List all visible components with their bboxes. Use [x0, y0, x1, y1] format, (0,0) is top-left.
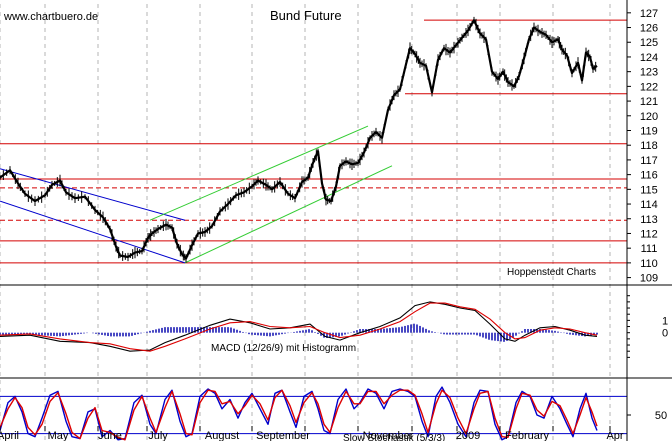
- y-tick-label: 117: [640, 155, 658, 167]
- x-tick-label: Apr: [606, 430, 623, 441]
- uptrend-channel-line: [149, 125, 369, 221]
- y-tick-label: 119: [640, 125, 658, 137]
- y-axis-ticks: 109 110 111 112 113 114 115 116 117 118 119 120 121 1…: [627, 8, 668, 422]
- macd-y-tick-label: 0: [662, 328, 668, 340]
- y-tick-label: 120: [640, 111, 658, 123]
- x-tick-label: June: [98, 430, 122, 441]
- source-label: www.chartbuero.de: [3, 11, 98, 23]
- stochastic-label: Slow Stochastik (5/3/3): [343, 433, 445, 441]
- x-tick-label: 2009: [456, 430, 480, 441]
- downtrend-channel-line: [0, 200, 186, 264]
- y-tick-label: 116: [640, 170, 658, 182]
- x-axis-ticks: April May June July August September November 2…: [0, 426, 624, 441]
- chart-title: Bund Future: [270, 8, 342, 23]
- macd-y-tick-label: 1: [662, 315, 668, 327]
- stochastic-k-line: [0, 386, 598, 441]
- y-tick-label: 127: [640, 8, 658, 20]
- y-tick-label: 110: [640, 258, 658, 270]
- y-tick-label: 115: [640, 184, 658, 196]
- y-tick-label: 126: [640, 23, 658, 35]
- series-layer: [0, 16, 598, 441]
- y-tick-label: 112: [640, 228, 658, 240]
- macd-label: MACD (12/26/9) mit Histogramm: [211, 343, 356, 354]
- x-tick-label: August: [205, 430, 239, 441]
- y-tick-label: 114: [640, 199, 658, 211]
- x-tick-label: May: [48, 430, 69, 441]
- y-tick-label: 122: [640, 81, 658, 93]
- y-tick-label: 109: [640, 273, 658, 285]
- trend-channels: [0, 125, 393, 264]
- x-tick-label: November: [363, 430, 414, 441]
- downtrend-channel-line: [0, 168, 186, 221]
- x-tick-label: February: [505, 430, 550, 441]
- x-tick-label: September: [256, 430, 310, 441]
- y-tick-label: 113: [640, 214, 658, 226]
- y-tick-label: 123: [640, 67, 658, 79]
- macd-signal-line: [0, 302, 598, 352]
- x-tick-label: July: [148, 430, 168, 441]
- stochastic-y-tick-label: 50: [655, 410, 667, 422]
- y-tick-label: 111: [641, 243, 658, 255]
- x-tick-label: April: [0, 430, 19, 441]
- stochastic-d-line: [0, 389, 598, 441]
- price-series-line: [0, 19, 598, 260]
- uptrend-channel-line: [184, 165, 393, 264]
- y-tick-label: 125: [640, 37, 658, 49]
- watermark-label: Hoppenstedt Charts: [507, 267, 596, 278]
- y-tick-label: 118: [640, 140, 658, 152]
- y-tick-label: 121: [640, 96, 658, 108]
- y-tick-label: 124: [640, 52, 658, 64]
- grid: [0, 4, 611, 441]
